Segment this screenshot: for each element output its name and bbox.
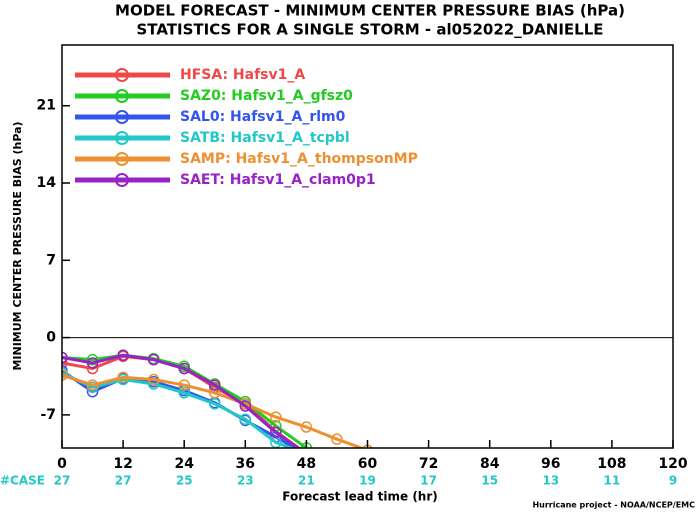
- legend-label: SATB: Hafsv1_A_tcpbl: [180, 130, 350, 146]
- legend-label: SAZ0: Hafsv1_A_gfsz0: [180, 88, 353, 104]
- plot-area: [62, 349, 373, 448]
- y-tick-label: 7: [46, 252, 56, 268]
- legend-label: SAMP: Hafsv1_A_thompsonMP: [180, 151, 418, 167]
- series-marker: [270, 426, 282, 439]
- plot-frame: [61, 44, 674, 449]
- series-marker: [270, 411, 282, 423]
- case-count: 25: [176, 474, 193, 488]
- series-marker: [300, 421, 313, 433]
- y-tick-label: -7: [40, 407, 56, 423]
- x-tick-label: 0: [57, 456, 67, 472]
- case-count: 23: [237, 474, 254, 488]
- chart-title: MODEL FORECAST - MINIMUM CENTER PRESSURE…: [115, 2, 625, 20]
- x-tick-label: 120: [658, 456, 687, 472]
- series-marker: [86, 353, 99, 366]
- series-marker: [62, 357, 68, 369]
- series-marker: [62, 369, 68, 381]
- x-tick-label: 72: [419, 456, 438, 472]
- legend-marker: [115, 110, 129, 124]
- series-marker: [178, 379, 190, 391]
- case-label: #CASE: [0, 474, 45, 488]
- legend-marker: [115, 173, 129, 187]
- legend-label: HFSA: Hafsv1_A: [180, 67, 305, 83]
- case-count: 13: [542, 474, 559, 488]
- series-marker: [86, 357, 99, 369]
- case-count: 9: [669, 474, 677, 488]
- series-marker: [178, 362, 190, 375]
- y-axis-label: MINIMUM CENTER PRESSURE BIAS (hPa): [11, 121, 24, 370]
- case-count: 21: [298, 474, 315, 488]
- x-tick-label: 36: [236, 456, 255, 472]
- case-count: 17: [420, 474, 437, 488]
- series-line: [62, 353, 302, 448]
- legend-marker: [115, 89, 129, 103]
- series-marker: [117, 371, 129, 384]
- case-count: 11: [604, 474, 621, 488]
- x-axis-label: Forecast lead time (hr): [282, 490, 438, 504]
- series-marker: [239, 400, 252, 412]
- legend-marker: [115, 131, 129, 145]
- series-line: [62, 371, 296, 448]
- x-tick-label: 108: [597, 456, 626, 472]
- x-tick-label: 84: [480, 456, 500, 472]
- case-count: 27: [54, 474, 71, 488]
- x-tick-label: 60: [358, 456, 378, 472]
- x-tick-label: 12: [113, 456, 132, 472]
- chart-subtitle: STATISTICS FOR A SINGLE STORM - al052022…: [136, 21, 603, 39]
- legend-label: SAL0: Hafsv1_A_rlm0: [180, 109, 346, 125]
- case-count: 19: [359, 474, 376, 488]
- series-line: [62, 353, 308, 448]
- x-tick-label: 48: [297, 456, 316, 472]
- series-marker: [178, 387, 190, 399]
- series-marker: [209, 379, 221, 391]
- series-marker: [209, 398, 221, 410]
- series-marker: [86, 379, 99, 391]
- series-marker: [117, 349, 129, 362]
- case-count: 15: [481, 474, 498, 488]
- series-marker: [62, 351, 68, 364]
- y-tick-label: 14: [37, 175, 57, 191]
- series-marker: [147, 373, 160, 386]
- series-line: [62, 373, 366, 448]
- legend-label: SAET: Hafsv1_A_clam0p1: [180, 172, 376, 188]
- legend-marker: [115, 152, 129, 166]
- series-marker: [331, 433, 343, 445]
- x-tick-label: 96: [541, 456, 560, 472]
- y-tick-label: 21: [37, 98, 56, 114]
- y-tick-label: 0: [46, 330, 56, 346]
- series-marker: [209, 387, 221, 399]
- series-marker: [147, 353, 160, 366]
- legend-marker: [115, 68, 129, 82]
- x-tick-label: 24: [174, 456, 194, 472]
- case-count: 27: [115, 474, 132, 488]
- series-marker: [239, 413, 252, 426]
- footer: Hurricane project - NOAA/NCEP/EMC: [532, 501, 695, 510]
